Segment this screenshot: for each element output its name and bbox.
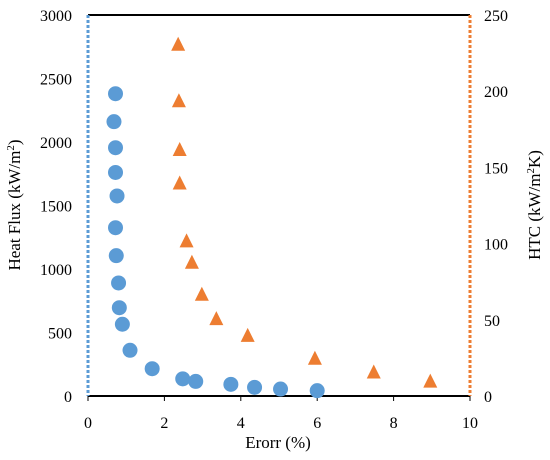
htc-point: [171, 93, 186, 108]
htc-point: [179, 233, 194, 248]
right-y-tick-label: 50: [484, 313, 500, 330]
x-tick-label: 6: [313, 415, 321, 432]
left-y-tick-label: 1500: [40, 199, 72, 216]
left-y-tick-label: 0: [64, 389, 72, 406]
heat-flux-point: [114, 316, 130, 332]
right-y-tick-label: 100: [484, 237, 508, 254]
heat-flux-point: [223, 376, 239, 392]
data-marks: [106, 36, 438, 399]
left-y-tick-label: 2000: [40, 135, 72, 152]
right-y-tick-label: 200: [484, 84, 508, 101]
x-tick-label: 2: [160, 415, 168, 432]
left-y-tick-label: 500: [48, 326, 72, 343]
htc-point: [240, 327, 255, 342]
right-y-axis-title-superscript: 2: [525, 168, 537, 174]
htc-point: [171, 36, 186, 51]
heat-flux-point: [108, 220, 124, 236]
left-y-tick-label: 3000: [40, 8, 72, 25]
heat-flux-point: [273, 381, 289, 397]
right-y-axis-title-end: K): [525, 150, 544, 168]
right-y-tick-label: 250: [484, 8, 508, 25]
left-y-tick-label: 2500: [40, 72, 72, 89]
left-y-axis-title-end: ): [5, 139, 24, 145]
htc-point: [172, 141, 187, 156]
heat-flux-point: [109, 188, 125, 204]
htc-point: [307, 350, 322, 365]
htc-point: [209, 311, 224, 326]
heat-flux-point: [175, 371, 191, 387]
left-y-axis-title-main: Heat Flux (kW/m: [5, 151, 24, 271]
left-y-tick-label: 1000: [40, 262, 72, 279]
heat-flux-point: [106, 114, 122, 130]
x-tick-label: 8: [390, 415, 398, 432]
right-y-tick-label: 0: [484, 389, 492, 406]
right-y-axis-title: HTC (kW/m2K): [525, 150, 544, 260]
heat-flux-point: [122, 342, 138, 358]
heat-flux-point: [247, 379, 263, 395]
x-tick-label: 0: [84, 415, 92, 432]
left-y-axis-title: Heat Flux (kW/m2): [5, 139, 24, 270]
htc-point: [184, 254, 199, 269]
htc-point: [423, 373, 438, 388]
htc-point: [194, 286, 209, 301]
x-tick-label: 4: [237, 415, 245, 432]
x-tick-label: 10: [462, 415, 478, 432]
heat-flux-point: [108, 86, 124, 102]
heat-flux-point: [144, 361, 160, 377]
right-y-axis-title-main: HTC (kW/m: [525, 174, 544, 260]
heat-flux-point: [188, 373, 204, 389]
left-y-axis-title-superscript: 2: [5, 145, 17, 151]
heat-flux-point: [108, 248, 124, 264]
heat-flux-point: [309, 383, 325, 399]
heat-flux-point: [111, 275, 127, 291]
htc-point: [172, 175, 187, 190]
heat-flux-point: [108, 164, 124, 180]
htc-point: [366, 364, 381, 379]
right-y-tick-label: 150: [484, 160, 508, 177]
x-axis-title: Erorr (%): [245, 433, 311, 452]
heat-flux-point: [111, 300, 127, 316]
tick-labels: 0 2 4 6 8 10050010001500200025003000050100150…: [40, 8, 508, 432]
heat-flux-point: [108, 140, 124, 156]
